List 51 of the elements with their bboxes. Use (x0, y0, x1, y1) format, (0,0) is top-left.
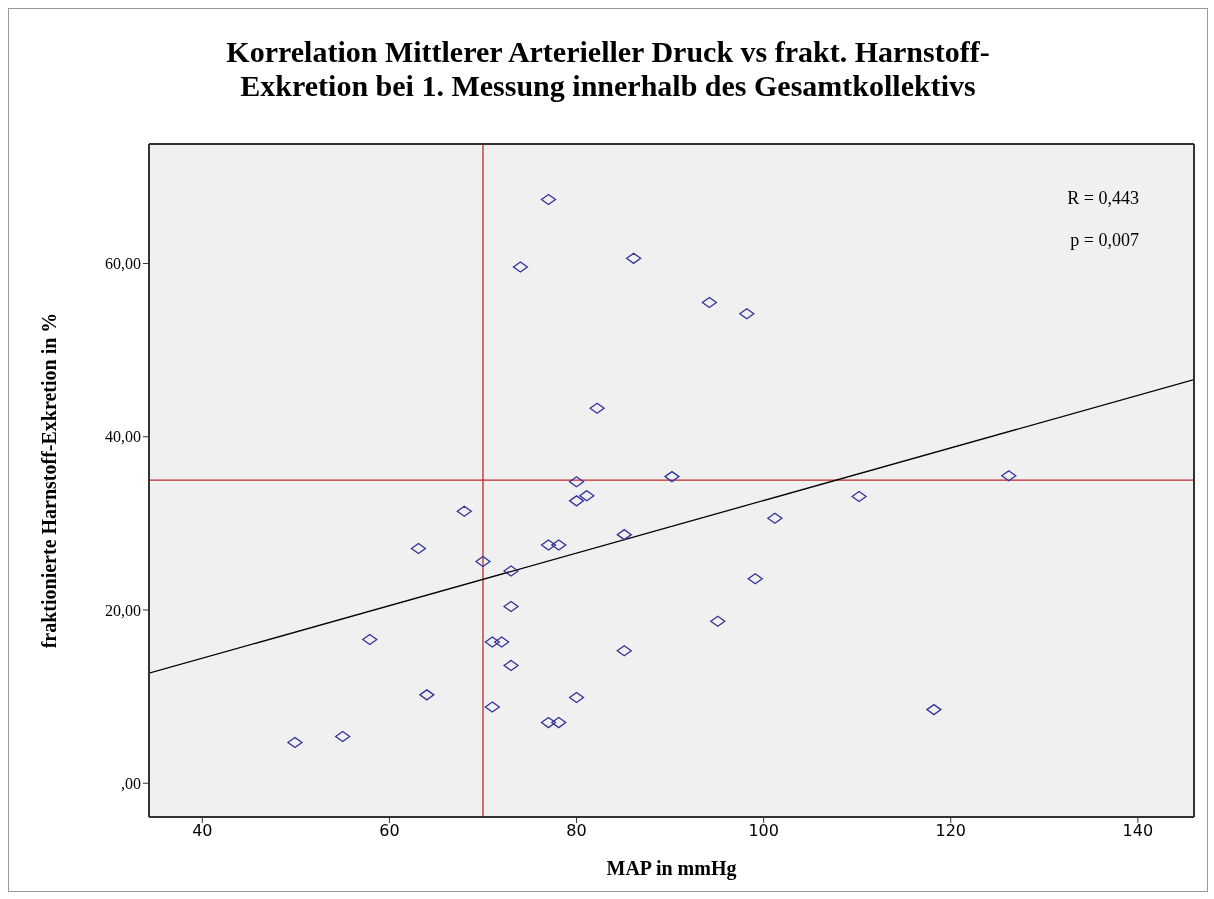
y-axis-title: fraktionierte Harnstoff-Exkretion in % (38, 312, 61, 649)
point (503, 565, 519, 577)
annotation: R = 0,443 (1066, 187, 1139, 210)
point (484, 701, 500, 713)
point (551, 539, 567, 551)
point (767, 512, 783, 524)
point (568, 476, 585, 488)
point (512, 261, 529, 273)
point (335, 730, 351, 743)
x-tick-label: 140 (1122, 821, 1154, 841)
point (362, 633, 378, 646)
point (1001, 470, 1017, 482)
point (503, 659, 519, 672)
y-tick-label: ,00 (121, 774, 141, 792)
point (540, 193, 557, 206)
point (484, 636, 500, 648)
point (926, 703, 942, 716)
point (551, 716, 567, 729)
point (287, 736, 303, 749)
point (410, 542, 427, 555)
x-tick-label: 80 (566, 821, 587, 841)
point (701, 296, 718, 309)
point (568, 691, 585, 704)
point (475, 555, 491, 568)
y-tick-label: 40,00 (105, 428, 141, 446)
x-axis-title: MAP in mmHg (606, 857, 737, 880)
point (540, 716, 557, 729)
x-tick-label: 40 (192, 821, 213, 841)
point (456, 505, 472, 517)
point (664, 470, 680, 483)
point (747, 573, 763, 585)
y-tick-label: 60,00 (105, 255, 141, 273)
point (851, 490, 867, 503)
point (540, 539, 557, 551)
point (503, 600, 519, 613)
point (616, 528, 632, 541)
point (625, 252, 642, 264)
annotation: p = 0,007 (1069, 229, 1139, 252)
point (739, 308, 755, 320)
point (568, 495, 585, 507)
chart-title: Korrelation Mittlerer Arterieller Druck vs frakt. Harnstoff- Exkretion bei 1. Messung innerhalb des Gesamtkollektivs (226, 35, 990, 103)
point (616, 645, 632, 657)
x-tick-label: 60 (379, 821, 400, 841)
y-tick-label: 20,00 (105, 601, 141, 619)
point (589, 402, 605, 414)
point (494, 636, 510, 648)
point (419, 689, 435, 701)
point (710, 615, 726, 627)
x-tick-label: 100 (748, 821, 779, 841)
x-tick-label: 120 (935, 821, 967, 841)
point (579, 490, 595, 502)
